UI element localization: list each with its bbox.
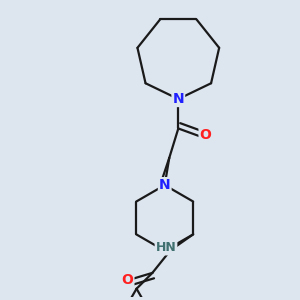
Text: O: O [122,273,134,287]
Text: O: O [200,128,211,142]
Text: HN: HN [156,242,176,254]
Text: N: N [159,178,170,192]
Text: N: N [172,92,184,106]
